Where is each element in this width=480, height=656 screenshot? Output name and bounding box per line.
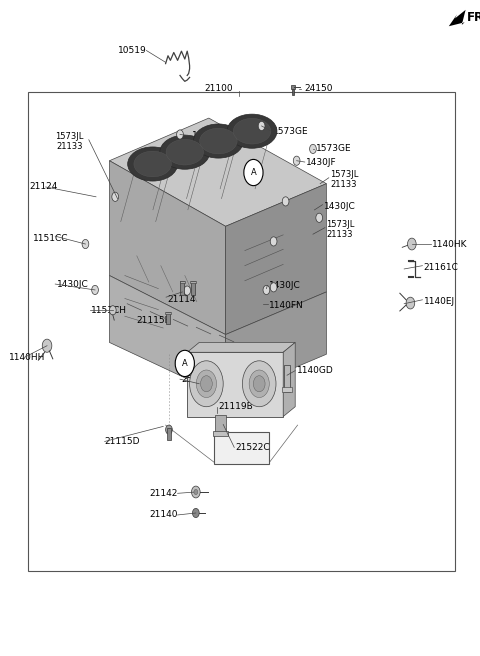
Circle shape [263,285,270,295]
Polygon shape [226,184,326,335]
Polygon shape [449,10,466,26]
Circle shape [109,306,116,315]
Ellipse shape [200,128,237,154]
Text: 21100: 21100 [204,84,233,93]
Circle shape [406,297,415,309]
Text: 21114: 21114 [167,295,195,304]
Text: 24150: 24150 [305,84,333,93]
Text: 21161C: 21161C [424,263,459,272]
Ellipse shape [128,147,178,181]
Circle shape [310,144,316,154]
Text: 1573JL
21133: 1573JL 21133 [330,170,359,190]
Text: 21140: 21140 [149,510,178,520]
Text: A: A [182,359,188,368]
Text: 1140EJ: 1140EJ [424,297,455,306]
Bar [213,431,228,436]
Bar [284,365,290,392]
Text: 1153CH: 1153CH [91,306,127,315]
Text: 25124D: 25124D [181,375,216,384]
Text: 1430JC: 1430JC [57,279,88,289]
Polygon shape [283,342,295,417]
Bar [180,281,184,295]
Text: 1573JL
21133: 1573JL 21133 [326,220,355,239]
Circle shape [112,192,119,201]
Circle shape [253,376,265,392]
Text: 1430JF: 1430JF [306,157,337,167]
Polygon shape [226,292,326,397]
Bar [191,281,195,295]
Bar [180,281,185,283]
Circle shape [192,508,199,518]
Circle shape [408,238,416,250]
Bar [215,415,226,433]
Bar [291,85,295,89]
Text: 1140FN: 1140FN [269,301,303,310]
Text: A: A [251,168,256,177]
Circle shape [92,285,98,295]
Circle shape [270,283,277,292]
Polygon shape [109,118,326,226]
Circle shape [258,121,265,131]
Circle shape [293,156,300,165]
Bar [292,89,294,95]
Text: 10519: 10519 [118,46,146,55]
Circle shape [177,130,183,139]
Text: 21119B: 21119B [218,402,253,411]
Polygon shape [187,342,295,352]
Circle shape [184,286,191,295]
Circle shape [249,370,269,398]
Polygon shape [187,352,283,417]
Circle shape [242,361,276,407]
Circle shape [82,239,89,249]
Bar [282,387,292,392]
Circle shape [244,159,263,186]
Circle shape [316,213,323,222]
Text: 21124: 21124 [30,182,58,192]
Text: 1140HK: 1140HK [432,239,468,249]
Ellipse shape [134,152,171,176]
Bar [166,312,170,324]
Text: 1573GE: 1573GE [273,127,308,136]
Ellipse shape [233,118,271,144]
Bar [190,281,196,283]
Text: 1573JL
21133: 1573JL 21133 [55,132,84,152]
Circle shape [42,339,52,352]
Circle shape [166,425,172,434]
Text: 21142: 21142 [149,489,178,498]
Circle shape [282,197,289,206]
Polygon shape [109,161,226,335]
Text: 1430JF: 1430JF [192,131,223,140]
Text: 21115D: 21115D [105,437,140,446]
Circle shape [190,361,223,407]
Bar [214,432,269,464]
Text: 21115E: 21115E [137,316,171,325]
Ellipse shape [166,139,204,165]
Circle shape [194,489,198,495]
Circle shape [196,370,216,398]
Circle shape [192,486,200,498]
Circle shape [175,350,194,377]
Text: 21522C: 21522C [235,443,270,452]
Bar [165,312,171,314]
Circle shape [270,237,277,246]
Ellipse shape [193,124,243,158]
Ellipse shape [160,135,210,169]
Text: 1140HH: 1140HH [9,353,45,362]
Text: 1140GD: 1140GD [297,366,334,375]
Ellipse shape [227,114,277,148]
Polygon shape [109,276,226,397]
Bar [28,92,455,571]
Text: 1430JC: 1430JC [324,202,356,211]
Text: 1573GE: 1573GE [316,144,351,154]
Text: 1430JC: 1430JC [269,281,300,290]
Text: 1151CC: 1151CC [33,234,68,243]
Circle shape [201,376,212,392]
Bar [167,428,171,440]
Text: FR.: FR. [467,11,480,24]
